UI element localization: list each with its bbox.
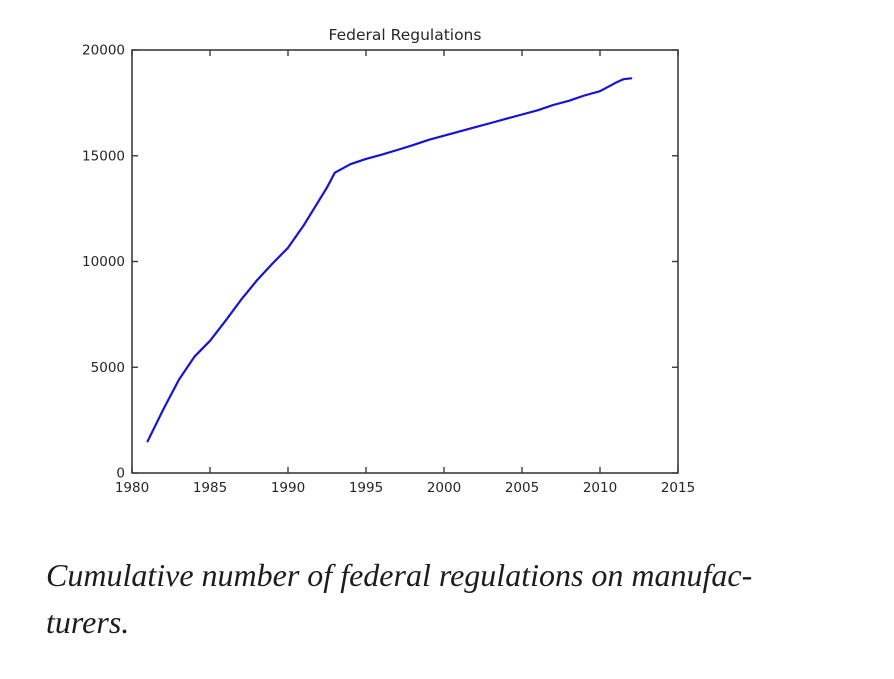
line-chart: 1980 1985 1990 1995 2000 2005 2010 2015 0 5000 100… [82, 26, 695, 496]
x-tick-label: 1980 [115, 480, 149, 496]
x-tick-label: 1995 [349, 480, 383, 496]
x-tick-label: 2010 [583, 480, 617, 496]
y-tick-label: 15000 [82, 148, 125, 164]
caption-line-1: Cumulative number of federal regulations… [46, 557, 753, 593]
x-tick-label: 1985 [193, 480, 227, 496]
figure-caption: Cumulative number of federal regulations… [46, 552, 836, 646]
y-tick-label: 0 [116, 466, 125, 482]
y-tick-label: 20000 [82, 43, 125, 59]
x-tick-label: 2005 [505, 480, 539, 496]
y-tick-label: 5000 [91, 360, 125, 376]
x-tick-label: 2015 [661, 480, 695, 496]
x-tick-label: 1990 [271, 480, 305, 496]
y-tick-label: 10000 [82, 254, 125, 270]
figure: 1980 1985 1990 1995 2000 2005 2010 2015 0 5000 100… [82, 26, 695, 496]
plot-border [131, 49, 679, 474]
data-line-cumulative-federal-regulations [146, 77, 633, 443]
x-tick-label: 2000 [427, 480, 461, 496]
chart-title: Federal Regulations [329, 26, 482, 44]
caption-line-2: turers. [46, 604, 130, 640]
